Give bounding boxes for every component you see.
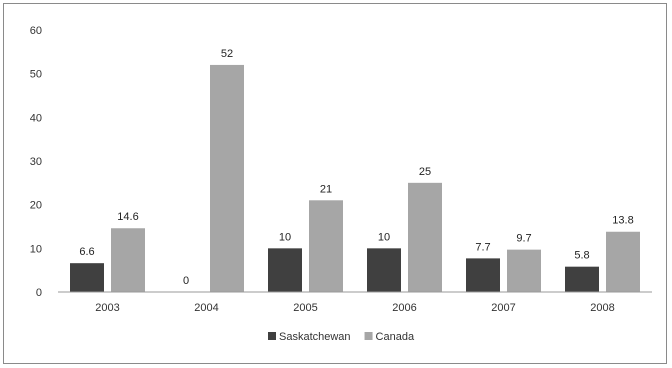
bar-canada-2008 — [606, 231, 640, 292]
bar-canada-2006 — [408, 182, 442, 292]
data-label-canada-2003: 14.6 — [117, 211, 138, 223]
y-tick-label: 20 — [30, 200, 42, 212]
bar-saskatchewan-2003 — [70, 263, 104, 292]
x-tick-label: 2005 — [293, 302, 317, 314]
data-label-canada-2004: 52 — [221, 48, 233, 60]
y-tick-label: 10 — [30, 243, 42, 255]
bar-canada-2005 — [309, 200, 343, 292]
x-axis-ticks: 2003 2004 2005 2006 2007 2008 — [95, 302, 614, 314]
data-label-canada-2006: 25 — [419, 166, 431, 178]
data-label-canada-2007: 9.7 — [516, 233, 531, 245]
bar-canada-2004 — [210, 64, 244, 292]
bar-saskatchewan-2008 — [565, 266, 599, 292]
x-tick-label: 2007 — [491, 302, 515, 314]
data-label-saskatchewan-2004: 0 — [183, 275, 189, 287]
data-label-canada-2008: 13.8 — [612, 215, 633, 227]
bar-saskatchewan-2007 — [466, 258, 500, 292]
y-tick-label: 30 — [30, 156, 42, 168]
bar-saskatchewan-2006 — [367, 248, 401, 292]
bar-canada-2003 — [111, 228, 145, 292]
chart-frame — [3, 3, 667, 364]
x-tick-label: 2006 — [392, 302, 416, 314]
y-axis-ticks: 0 10 20 30 40 50 60 — [30, 25, 42, 299]
bar-canada-2007 — [507, 249, 541, 292]
y-tick-label: 50 — [30, 69, 42, 81]
x-tick-label: 2004 — [194, 302, 218, 314]
legend-label-saskatchewan: Saskatchewan — [279, 331, 351, 343]
x-tick-label: 2003 — [95, 302, 119, 314]
data-label-saskatchewan-2005: 10 — [279, 231, 291, 243]
legend-swatch-saskatchewan — [268, 332, 276, 340]
data-label-saskatchewan-2008: 5.8 — [574, 250, 589, 262]
y-tick-label: 40 — [30, 112, 42, 124]
legend: Saskatchewan Canada — [268, 331, 415, 343]
y-tick-label: 0 — [36, 287, 42, 299]
bar-saskatchewan-2005 — [268, 248, 302, 292]
bars — [70, 64, 640, 292]
data-label-saskatchewan-2007: 7.7 — [475, 241, 490, 253]
y-tick-label: 60 — [30, 25, 42, 37]
data-label-canada-2005: 21 — [320, 183, 332, 195]
legend-label-canada: Canada — [376, 331, 415, 343]
legend-swatch-canada — [364, 332, 373, 340]
data-label-saskatchewan-2006: 10 — [378, 231, 390, 243]
data-labels: 6.6 14.6 0 52 10 21 10 25 7.7 9.7 5.8 13.8 — [79, 48, 633, 287]
data-label-saskatchewan-2003: 6.6 — [79, 246, 94, 258]
x-tick-label: 2008 — [590, 302, 614, 314]
